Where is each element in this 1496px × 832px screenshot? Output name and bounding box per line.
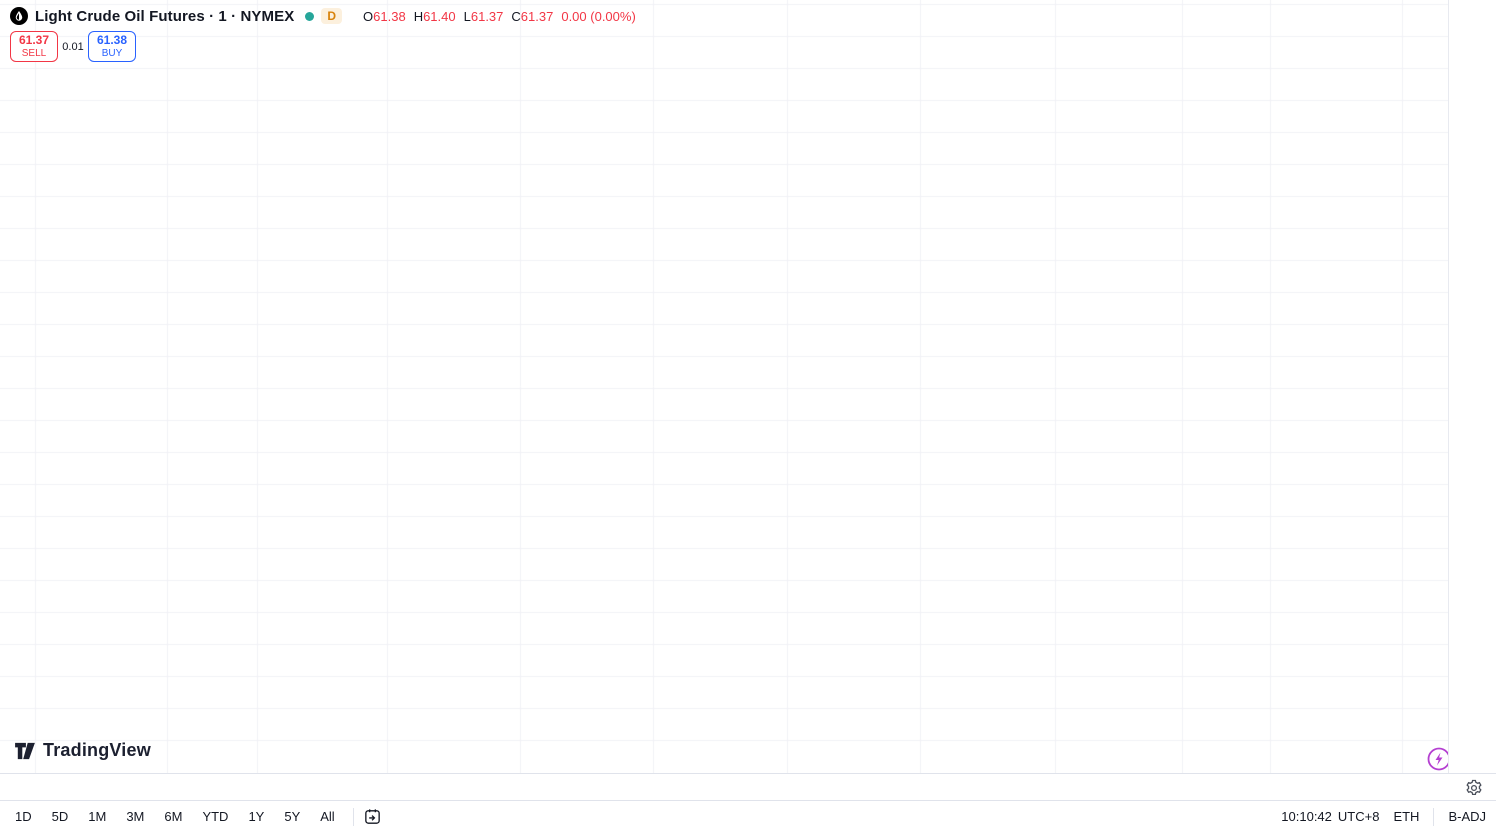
price-axis[interactable]	[1448, 0, 1496, 773]
close-label: C	[511, 8, 521, 24]
sell-price: 61.37	[18, 33, 50, 48]
sell-button[interactable]: 61.37 SELL	[10, 31, 58, 62]
spread-value: 0.01	[62, 40, 84, 53]
range-button-ytd[interactable]: YTD	[202, 809, 229, 824]
buy-button[interactable]: 61.38 BUY	[88, 31, 136, 62]
symbol-title[interactable]: Light Crude Oil Futures · 1 · NYMEX	[35, 7, 295, 25]
open-label: O	[363, 8, 374, 24]
bottom-toolbar: 1D 5D 1M 3M 6M YTD 1Y 5Y All 10:10:42 UT…	[0, 800, 1496, 832]
clock-value[interactable]: 10:10:42	[1281, 809, 1332, 824]
time-axis[interactable]	[0, 773, 1496, 800]
trade-buttons: 61.37 SELL 0.01 61.38 BUY	[10, 31, 136, 62]
range-button-1y[interactable]: 1Y	[248, 809, 265, 824]
range-button-1m[interactable]: 1M	[88, 809, 107, 824]
session-eth-button[interactable]: ETH	[1393, 809, 1420, 824]
candlestick-chart-canvas[interactable]	[0, 0, 1448, 773]
high-value: 61.40	[423, 8, 456, 24]
open-value: 61.38	[373, 8, 406, 24]
symbol-legend: Light Crude Oil Futures · 1 · NYMEX D O6…	[10, 6, 636, 26]
bar-countdown: 00:17	[1458, 16, 1486, 29]
low-value: 61.37	[470, 8, 504, 24]
close-value: 61.37	[520, 8, 554, 24]
boost-icon[interactable]	[1426, 746, 1448, 772]
tradingview-watermark[interactable]: TradingView	[14, 740, 151, 761]
range-button-5d[interactable]: 5D	[51, 809, 69, 824]
current-price-value: 61.37	[1456, 1, 1488, 16]
ohlc-values: O61.38 H61.40 L61.37 C61.37 0.00 (0.00%)	[363, 9, 636, 24]
range-button-5y[interactable]: 5Y	[284, 809, 301, 824]
axis-settings-gear-icon[interactable]	[1464, 778, 1484, 798]
buy-label: BUY	[101, 47, 123, 59]
go-to-date-icon[interactable]	[362, 806, 384, 828]
toolbar-right-divider	[1433, 807, 1435, 826]
range-button-all[interactable]: All	[320, 809, 335, 824]
sell-label: SELL	[21, 47, 47, 59]
current-price-label: 61.37 00:17	[1449, 0, 1495, 31]
high-label: H	[413, 8, 424, 24]
market-status-dot-icon[interactable]	[305, 11, 315, 21]
change-value: 0.00 (0.00%)	[561, 8, 636, 24]
delayed-data-badge[interactable]: D	[321, 8, 343, 24]
chart-plot-area: Light Crude Oil Futures · 1 · NYMEX D O6…	[0, 0, 1448, 773]
symbol-logo-icon[interactable]	[10, 7, 28, 25]
range-button-6m[interactable]: 6M	[164, 809, 183, 824]
toolbar-divider	[352, 807, 354, 826]
timezone-button[interactable]: UTC+8	[1337, 809, 1380, 824]
range-button-1d[interactable]: 1D	[15, 809, 32, 824]
toolbar-right-group: 10:10:42 UTC+8 ETH B-ADJ	[1281, 807, 1496, 826]
buy-price: 61.38	[96, 33, 128, 48]
tradingview-brand-text: TradingView	[43, 740, 151, 760]
low-label: L	[463, 8, 471, 24]
tradingview-logo-icon	[15, 742, 35, 759]
adjustment-button[interactable]: B-ADJ	[1448, 809, 1486, 824]
range-button-3m[interactable]: 3M	[126, 809, 145, 824]
